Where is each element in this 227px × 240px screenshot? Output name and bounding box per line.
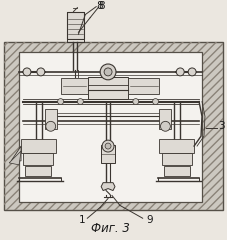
Bar bbox=[127, 78, 159, 94]
Bar bbox=[101, 145, 114, 163]
Bar bbox=[66, 12, 84, 39]
Circle shape bbox=[100, 64, 116, 80]
Bar bbox=[88, 77, 127, 99]
Circle shape bbox=[102, 140, 114, 152]
Circle shape bbox=[132, 99, 138, 105]
Text: 3: 3 bbox=[217, 121, 224, 131]
Circle shape bbox=[46, 121, 55, 131]
Circle shape bbox=[104, 68, 111, 76]
Circle shape bbox=[175, 68, 183, 76]
Bar bbox=[159, 109, 171, 129]
Circle shape bbox=[160, 121, 170, 131]
Circle shape bbox=[23, 68, 31, 76]
Polygon shape bbox=[11, 146, 21, 161]
Text: 8: 8 bbox=[97, 1, 104, 11]
Bar bbox=[44, 109, 56, 129]
Bar bbox=[4, 42, 222, 210]
Circle shape bbox=[37, 68, 44, 76]
Text: 9: 9 bbox=[146, 215, 152, 225]
Polygon shape bbox=[9, 151, 21, 165]
Circle shape bbox=[152, 99, 158, 105]
Bar bbox=[19, 52, 201, 202]
Text: 1: 1 bbox=[79, 215, 85, 225]
Bar bbox=[162, 153, 191, 165]
Circle shape bbox=[105, 143, 111, 149]
Circle shape bbox=[187, 68, 195, 76]
Bar bbox=[60, 78, 88, 94]
Bar bbox=[159, 139, 193, 153]
Text: 8: 8 bbox=[95, 1, 102, 11]
Bar bbox=[23, 153, 52, 165]
Circle shape bbox=[57, 99, 63, 105]
Bar bbox=[164, 166, 189, 176]
Circle shape bbox=[77, 99, 83, 105]
Bar bbox=[21, 139, 55, 153]
Text: Фиг. 3: Фиг. 3 bbox=[90, 222, 129, 235]
Bar bbox=[25, 166, 50, 176]
Polygon shape bbox=[101, 183, 114, 191]
Bar bbox=[4, 42, 222, 210]
